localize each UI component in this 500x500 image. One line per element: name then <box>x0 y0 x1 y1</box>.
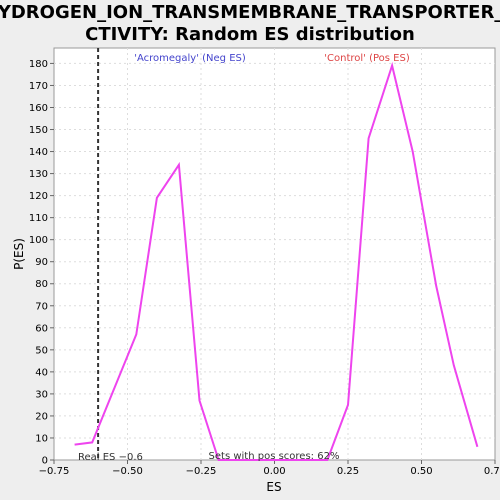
y-tick-label: 150 <box>29 125 48 136</box>
x-axis: −0.75 −0.50 −0.25 0.00 0.25 0.50 0.75 <box>39 460 500 477</box>
neg-es-annotation: 'Acromegaly' (Neg ES) <box>134 53 246 64</box>
x-tick-label: −0.75 <box>39 466 70 477</box>
y-tick-label: 50 <box>35 345 48 356</box>
y-tick-label: 100 <box>29 235 48 246</box>
chart-title-line-1: HYDROGEN_ION_TRANSMEMBRANE_TRANSPORTER_A <box>0 2 500 23</box>
x-tick-label: 0.50 <box>410 466 432 477</box>
y-tick-label: 70 <box>35 301 48 312</box>
x-axis-title: ES <box>266 480 281 494</box>
real-es-label: Real ES −0.6 <box>78 452 143 463</box>
y-tick-label: 160 <box>29 103 48 114</box>
y-tick-label: 130 <box>29 169 48 180</box>
x-tick-label: −0.25 <box>186 466 217 477</box>
y-tick-label: 20 <box>35 411 48 422</box>
y-axis-title: P(ES) <box>12 238 26 270</box>
y-tick-label: 140 <box>29 147 48 158</box>
y-tick-label: 30 <box>35 389 48 400</box>
pos-scores-annotation: Sets with pos scores: 62% <box>209 451 340 462</box>
x-tick-label: 0.25 <box>337 466 359 477</box>
es-distribution-curve <box>74 61 479 461</box>
y-tick-label: 110 <box>29 213 48 224</box>
y-tick-label: 80 <box>35 279 48 290</box>
chart-title-line-2: CTIVITY: Random ES distribution <box>85 24 415 45</box>
x-tick-label: 0.00 <box>263 466 285 477</box>
y-tick-label: 90 <box>35 257 48 268</box>
y-tick-label: 0 <box>42 456 48 467</box>
y-tick-label: 180 <box>29 59 48 70</box>
x-tick-label: 0.75 <box>484 466 500 477</box>
y-tick-label: 40 <box>35 367 48 378</box>
y-tick-label: 170 <box>29 81 48 92</box>
y-tick-label: 60 <box>35 323 48 334</box>
y-axis: 0 10 20 30 40 50 60 70 80 90 100 110 120 130 140 150 160… <box>29 59 54 467</box>
grid <box>54 48 495 460</box>
x-tick-label: −0.50 <box>112 466 143 477</box>
y-tick-label: 10 <box>35 433 48 444</box>
y-tick-label: 120 <box>29 191 48 202</box>
pos-es-annotation: 'Control' (Pos ES) <box>324 53 410 64</box>
